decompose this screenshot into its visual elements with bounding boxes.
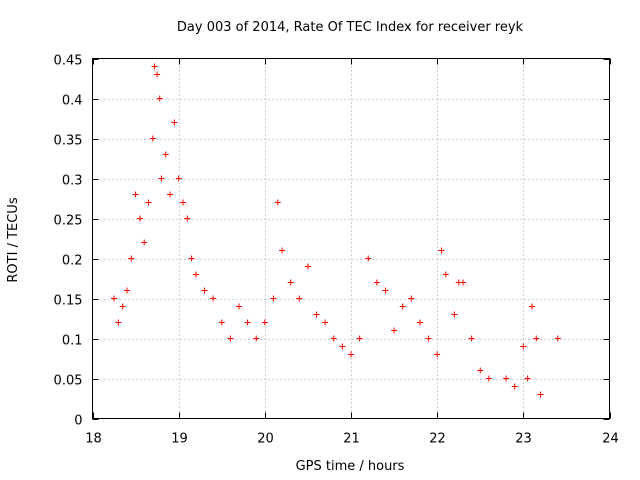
y-tick-label: 0.25 xyxy=(54,214,83,229)
data-point xyxy=(253,335,260,342)
data-point xyxy=(261,319,268,326)
data-point xyxy=(210,295,217,302)
x-tick-label: 23 xyxy=(515,432,532,447)
data-point xyxy=(485,375,492,382)
data-point xyxy=(554,335,561,342)
data-point xyxy=(279,247,286,254)
data-point xyxy=(533,335,540,342)
grid xyxy=(92,58,610,419)
data-points xyxy=(111,63,561,398)
data-point xyxy=(111,295,118,302)
data-point xyxy=(162,151,169,158)
data-point xyxy=(167,191,174,198)
data-point xyxy=(339,343,346,350)
data-point xyxy=(365,255,372,262)
data-point xyxy=(520,343,527,350)
data-point xyxy=(119,303,126,310)
data-point xyxy=(235,303,242,310)
data-point xyxy=(227,335,234,342)
data-point xyxy=(244,319,251,326)
data-point xyxy=(141,239,148,246)
data-point xyxy=(151,63,158,70)
x-tick-label: 24 xyxy=(602,432,619,447)
data-point xyxy=(511,383,518,390)
data-point xyxy=(438,247,445,254)
x-tick-label: 18 xyxy=(85,432,102,447)
x-axis-title: GPS time / hours xyxy=(296,459,405,474)
data-point xyxy=(468,335,475,342)
data-point xyxy=(434,351,441,358)
data-point xyxy=(123,287,130,294)
data-point xyxy=(218,319,225,326)
data-point xyxy=(179,199,186,206)
y-axis-title: ROTI / TECUs xyxy=(6,197,21,282)
data-point xyxy=(416,319,423,326)
data-point xyxy=(356,335,363,342)
data-point xyxy=(322,319,329,326)
y-tick-label: 0.45 xyxy=(54,54,83,69)
y-tick-label: 0.05 xyxy=(54,374,83,389)
data-point xyxy=(528,303,535,310)
data-point xyxy=(145,199,152,206)
x-axis: 18 19 20 21 22 23 24 xyxy=(85,58,619,447)
data-point xyxy=(537,391,544,398)
data-point xyxy=(503,375,510,382)
y-tick-label: 0.1 xyxy=(62,334,83,349)
data-point xyxy=(304,263,311,270)
data-point xyxy=(524,375,531,382)
data-point xyxy=(330,335,337,342)
data-point xyxy=(132,191,139,198)
data-point xyxy=(408,295,415,302)
data-point xyxy=(201,287,208,294)
y-tick-label: 0.4 xyxy=(62,94,83,109)
data-point xyxy=(158,175,165,182)
data-point xyxy=(313,311,320,318)
data-point xyxy=(425,335,432,342)
data-point xyxy=(270,295,277,302)
data-point xyxy=(115,319,122,326)
y-tick-label: 0.3 xyxy=(62,174,83,189)
data-point xyxy=(451,311,458,318)
data-point xyxy=(460,279,467,286)
data-point xyxy=(136,215,143,222)
y-tick-label: 0 xyxy=(74,414,82,429)
data-point xyxy=(128,255,135,262)
data-point xyxy=(149,135,156,142)
data-point xyxy=(399,303,406,310)
x-tick-label: 22 xyxy=(429,432,446,447)
data-point xyxy=(156,95,163,102)
data-point xyxy=(348,351,354,358)
y-tick-label: 0.2 xyxy=(62,254,83,269)
y-axis: 0 0.05 0.1 0.15 0.2 0.25 0.3 0.35 0.4 0.45 xyxy=(54,54,610,429)
data-point xyxy=(373,279,380,286)
data-point xyxy=(382,287,389,294)
data-point xyxy=(442,271,449,278)
data-point xyxy=(188,255,195,262)
data-point xyxy=(171,119,178,126)
x-tick-label: 21 xyxy=(343,432,360,447)
data-point xyxy=(287,279,294,286)
data-point xyxy=(192,271,199,278)
data-point xyxy=(391,327,398,334)
data-point xyxy=(274,199,281,206)
y-tick-label: 0.15 xyxy=(54,294,83,309)
data-point xyxy=(296,295,303,302)
chart-title: Day 003 of 2014, Rate Of TEC Index for r… xyxy=(177,20,524,35)
x-tick-label: 20 xyxy=(257,432,274,447)
data-point xyxy=(175,175,182,182)
data-point xyxy=(477,367,484,374)
data-point xyxy=(154,71,161,78)
data-point xyxy=(184,215,191,222)
y-tick-label: 0.35 xyxy=(54,134,83,149)
x-tick-label: 19 xyxy=(171,432,188,447)
